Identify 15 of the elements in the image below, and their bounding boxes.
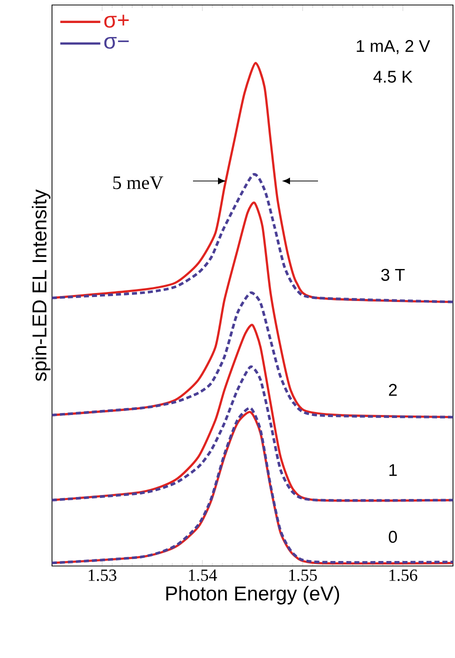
annotation: 5 meV bbox=[113, 176, 164, 190]
text: 1 mA, 2 V bbox=[356, 40, 430, 54]
x-tick-label: 1.55 bbox=[289, 570, 317, 581]
x-axis-title: Photon Energy (eV) bbox=[166, 586, 340, 605]
x-tick-label: 1.56 bbox=[390, 570, 418, 582]
annotation: 1 bbox=[389, 464, 397, 476]
annotation: 3 T bbox=[381, 268, 405, 281]
annotation: 0 bbox=[388, 530, 397, 543]
annotation: 4.5 K bbox=[373, 70, 412, 83]
x-tick-label: 1.53 bbox=[88, 570, 116, 582]
text: σ+ bbox=[104, 14, 129, 28]
annotation: 2 bbox=[388, 384, 397, 396]
x-tick-label: 1.54 bbox=[189, 570, 217, 581]
legend-label: σ− bbox=[104, 36, 129, 49]
y-axis-title: spin-LED EL Intensity bbox=[32, 189, 50, 382]
